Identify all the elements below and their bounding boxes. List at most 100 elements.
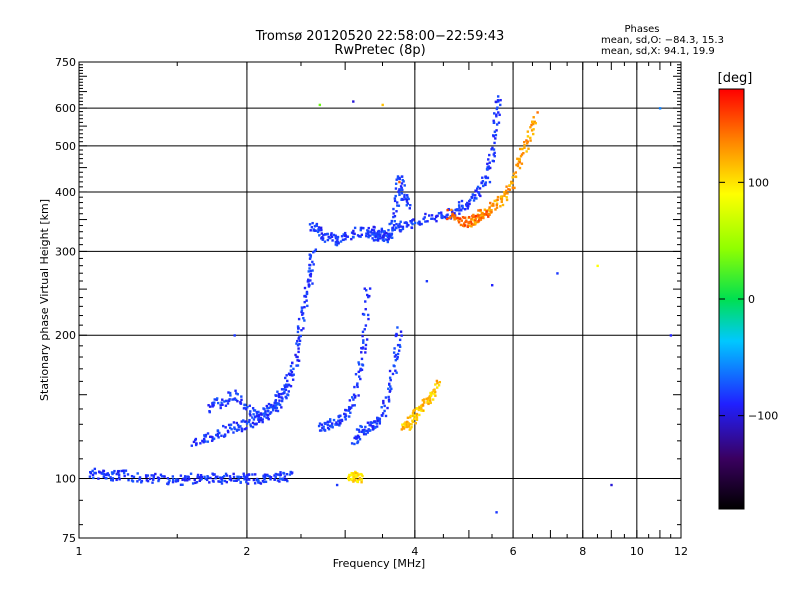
- data-point: [344, 237, 347, 241]
- data-point: [339, 240, 343, 243]
- data-point: [514, 171, 518, 174]
- data-point: [392, 207, 395, 211]
- data-point: [405, 425, 408, 429]
- data-point: [400, 175, 404, 178]
- data-point: [120, 469, 123, 473]
- data-point: [496, 99, 500, 102]
- data-point: [506, 192, 509, 195]
- data-point: [289, 369, 293, 372]
- data-point: [493, 151, 496, 155]
- data-point: [496, 106, 499, 109]
- data-point: [418, 413, 421, 417]
- data-point: [167, 482, 170, 486]
- data-point: [411, 222, 414, 226]
- data-point: [360, 233, 364, 237]
- data-point: [496, 195, 500, 199]
- data-point: [174, 480, 178, 483]
- data-point: [391, 372, 395, 376]
- data-point: [235, 392, 238, 395]
- data-point: [476, 185, 480, 189]
- data-point: [240, 398, 243, 402]
- data-point: [417, 221, 420, 225]
- data-point: [274, 475, 277, 479]
- data-point: [401, 227, 405, 231]
- data-point: [433, 390, 437, 394]
- data-point: [389, 378, 392, 382]
- data-point: [302, 327, 305, 330]
- data-point: [251, 416, 254, 419]
- data-point: [194, 439, 197, 442]
- data-point: [443, 215, 446, 219]
- data-point: [386, 240, 390, 244]
- data-point: [364, 347, 367, 350]
- data-point: [204, 477, 207, 481]
- data-point: [259, 416, 263, 420]
- data-point: [488, 153, 491, 157]
- data-point: [206, 432, 210, 435]
- data-point: [302, 316, 305, 320]
- data-point: [357, 428, 361, 432]
- data-point: [484, 175, 487, 178]
- data-point: [391, 226, 395, 229]
- data-point: [341, 238, 345, 241]
- data-point: [268, 406, 271, 410]
- data-point: [368, 287, 372, 290]
- data-point: [508, 184, 511, 187]
- data-point: [516, 164, 520, 168]
- data-point: [140, 479, 144, 483]
- data-point: [248, 418, 251, 422]
- data-point: [487, 215, 490, 218]
- data-point: [435, 219, 438, 223]
- data-point: [431, 398, 435, 401]
- data-point: [281, 478, 284, 481]
- colorbar-tick-label: −100: [748, 410, 778, 423]
- data-point: [211, 436, 214, 439]
- data-point: [203, 475, 206, 479]
- data-point: [420, 222, 423, 226]
- data-point: [335, 421, 338, 424]
- data-point: [392, 215, 395, 219]
- data-point: [367, 317, 370, 321]
- data-point: [118, 478, 121, 481]
- data-point: [485, 213, 489, 216]
- data-point: [211, 405, 214, 408]
- data-point: [306, 278, 310, 281]
- data-point: [275, 394, 278, 397]
- data-point: [396, 201, 399, 204]
- stats-o: mean, sd,O: −84.3, 15.3: [601, 35, 724, 46]
- data-point: [505, 196, 508, 199]
- data-point: [330, 232, 333, 235]
- data-point: [199, 442, 202, 445]
- data-point: [351, 404, 354, 407]
- data-point: [243, 427, 247, 431]
- data-point: [221, 479, 224, 482]
- data-point: [427, 402, 430, 406]
- data-point: [303, 286, 307, 290]
- data-point: [274, 472, 277, 476]
- y-tick-label: 500: [55, 140, 76, 153]
- data-point: [466, 201, 469, 205]
- data-point: [105, 473, 109, 476]
- data-point: [280, 396, 283, 399]
- data-point: [232, 421, 236, 424]
- data-point: [523, 146, 526, 149]
- data-point: [409, 416, 412, 419]
- data-point: [448, 216, 451, 220]
- data-point: [383, 232, 386, 235]
- data-point: [276, 409, 280, 413]
- data-point: [405, 420, 409, 424]
- data-point: [492, 159, 495, 163]
- data-point: [438, 380, 442, 384]
- data-point: [281, 397, 284, 400]
- data-point: [388, 234, 391, 237]
- data-point: [252, 409, 256, 412]
- data-point: [272, 404, 275, 407]
- x-tick-label: 1: [76, 545, 83, 558]
- data-point: [279, 477, 282, 480]
- data-point: [332, 233, 336, 237]
- data-point: [516, 162, 520, 165]
- data-point: [254, 422, 258, 426]
- data-point: [372, 225, 375, 229]
- data-point: [234, 389, 237, 392]
- data-point: [495, 107, 499, 111]
